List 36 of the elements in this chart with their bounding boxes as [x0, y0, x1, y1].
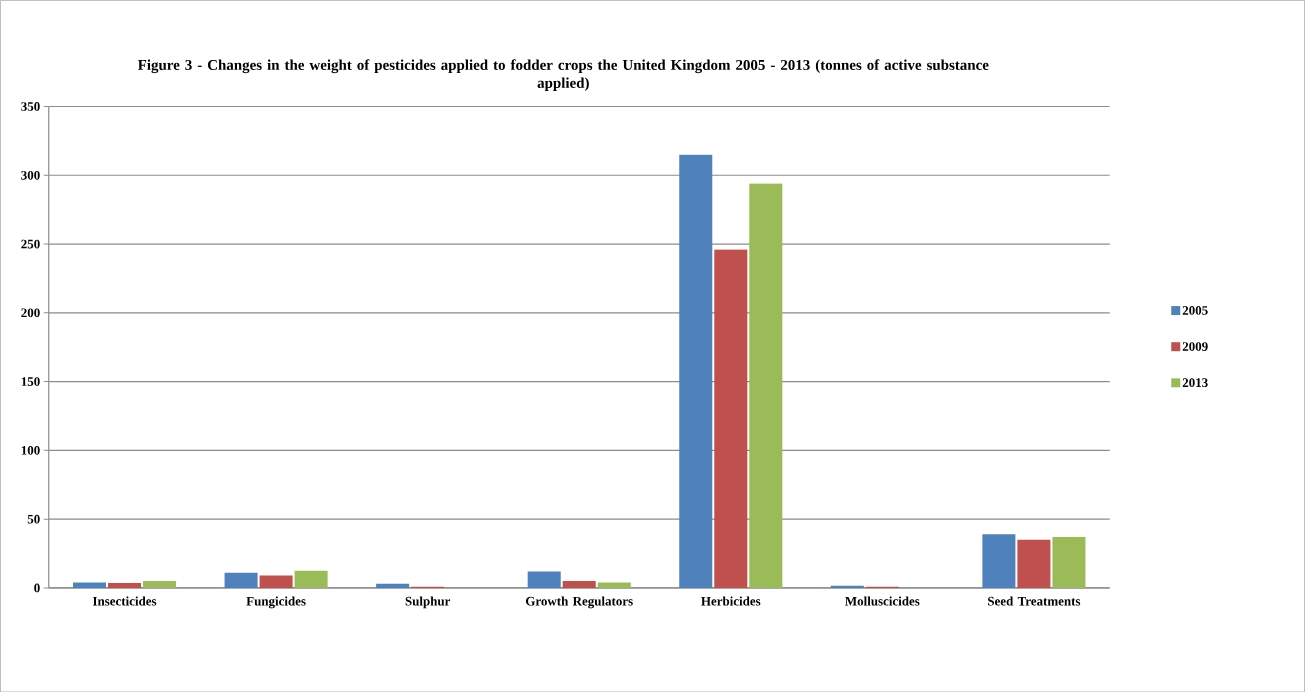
- y-tick-label: 100: [21, 445, 40, 455]
- x-tick-label: Sulphur: [405, 596, 451, 608]
- x-tick-label: Fungicides: [246, 596, 306, 609]
- y-tick-label: 150: [21, 377, 40, 386]
- bar: [749, 183, 783, 588]
- bar: [830, 585, 864, 588]
- bar: [72, 582, 107, 588]
- bar: [1017, 539, 1051, 588]
- bar: [1052, 536, 1086, 588]
- legend-label: 2009: [1182, 341, 1208, 351]
- x-tick-label: Insecticides: [92, 596, 157, 606]
- bar: [714, 249, 748, 588]
- y-tick-label: 350: [21, 101, 40, 111]
- bar: [224, 572, 258, 588]
- bar: [259, 575, 293, 588]
- bar: [982, 534, 1016, 588]
- bar: [108, 582, 142, 588]
- y-tick-label: 0: [34, 583, 40, 593]
- x-tick-label: Herbicides: [701, 596, 761, 606]
- bar: [143, 580, 177, 588]
- bar: [679, 154, 713, 588]
- y-tick-label: 200: [21, 308, 40, 317]
- bar: [294, 570, 328, 588]
- y-tick-label: 300: [21, 170, 40, 180]
- legend-label: 2005: [1182, 305, 1208, 315]
- x-tick-label: Seed Treatments: [988, 596, 1081, 606]
- y-tick-label: 250: [21, 239, 40, 249]
- bar: [562, 580, 596, 588]
- bar: [527, 571, 561, 588]
- bar: [376, 583, 410, 588]
- chart-title: Figure 3 - Changes in the weight of pesticides applied to fodder crops the United Kingdom 2005 - 2013 (tonnes of active substance applied): [137, 59, 989, 91]
- x-tick-label: Molluscicides: [845, 596, 920, 606]
- bar: [597, 582, 631, 588]
- legend-label: 2013: [1182, 378, 1208, 387]
- x-tick-label: Growth Regulators: [525, 596, 633, 609]
- y-tick-label: 50: [27, 514, 40, 524]
